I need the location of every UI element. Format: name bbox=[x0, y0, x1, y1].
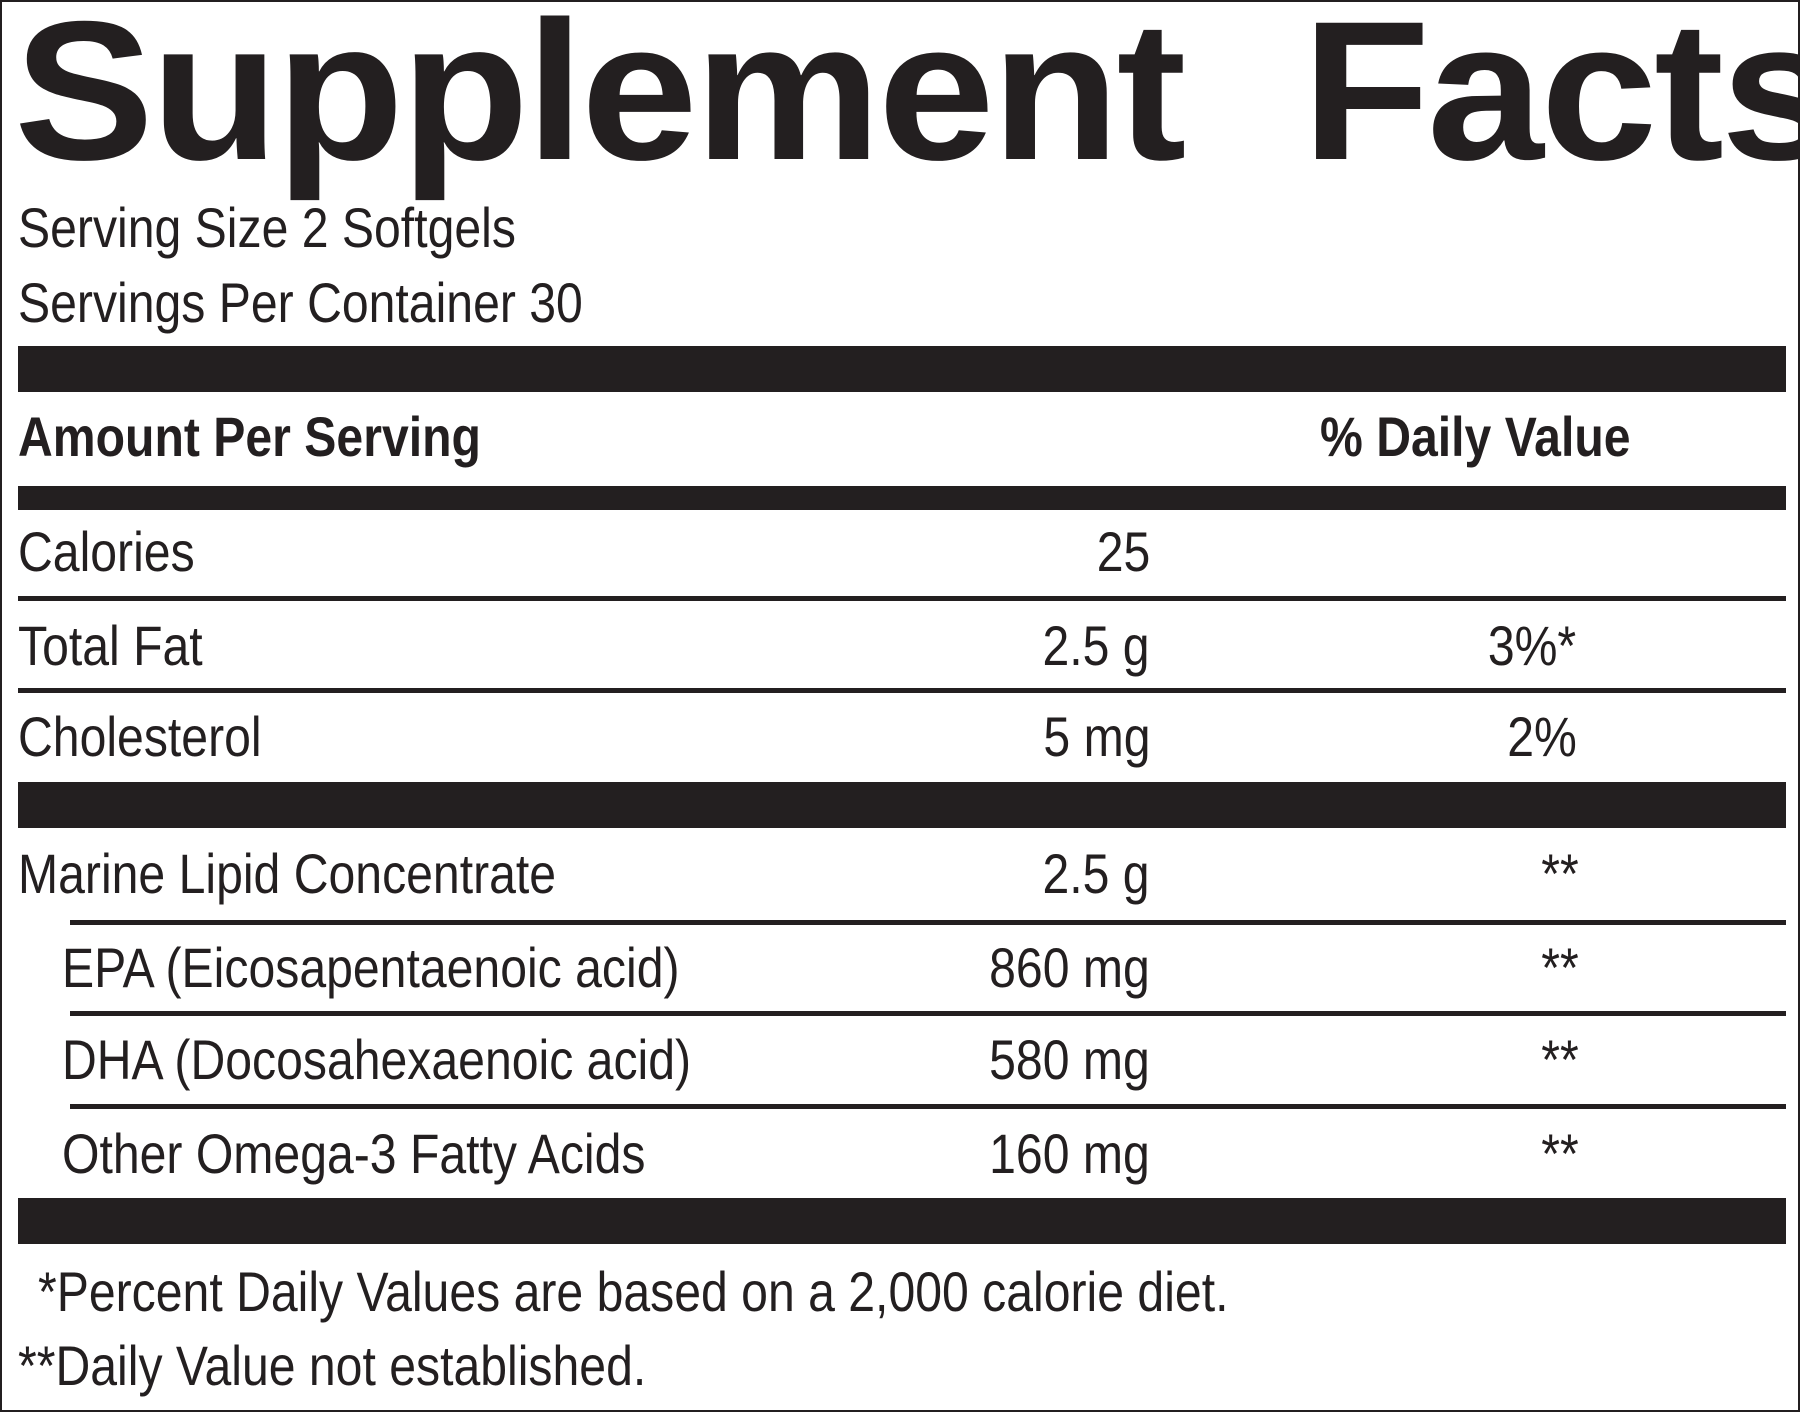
row-divider bbox=[70, 920, 1786, 925]
nutrient-amount: 25 bbox=[1096, 520, 1150, 583]
nutrient-daily-value: 3%* bbox=[1487, 614, 1577, 677]
nutrient-name: Calories bbox=[18, 520, 195, 583]
daily-value-header: % Daily Value bbox=[1320, 405, 1631, 468]
nutrient-amount: 5 mg bbox=[1042, 705, 1150, 768]
thick-divider-bottom bbox=[18, 1198, 1786, 1244]
amount-per-serving-header: Amount Per Serving bbox=[18, 405, 481, 468]
ingredient-amount: 580 mg bbox=[989, 1028, 1150, 1091]
thick-divider-middle bbox=[18, 782, 1786, 828]
ingredient-daily-value: ** bbox=[1541, 842, 1579, 905]
ingredient-daily-value: ** bbox=[1541, 936, 1579, 999]
ingredient-amount: 2.5 g bbox=[1042, 842, 1150, 905]
header-divider bbox=[18, 486, 1786, 510]
row-divider bbox=[70, 1011, 1786, 1016]
row-divider bbox=[70, 1104, 1786, 1109]
nutrient-daily-value: 2% bbox=[1507, 705, 1577, 768]
ingredient-name: DHA (Docosahexaenoic acid) bbox=[62, 1028, 692, 1091]
serving-size: Serving Size 2 Softgels bbox=[18, 196, 516, 259]
ingredient-name: Other Omega-3 Fatty Acids bbox=[62, 1122, 646, 1185]
ingredient-daily-value: ** bbox=[1541, 1028, 1579, 1091]
nutrient-name: Cholesterol bbox=[18, 705, 262, 768]
servings-per-container: Servings Per Container 30 bbox=[18, 271, 583, 334]
footnote-percent-daily-values: *Percent Daily Values are based on a 2,0… bbox=[38, 1260, 1229, 1323]
nutrient-name: Total Fat bbox=[18, 614, 203, 677]
nutrient-amount: 2.5 g bbox=[1042, 614, 1150, 677]
row-divider bbox=[18, 688, 1786, 693]
ingredient-name: EPA (Eicosapentaenoic acid) bbox=[62, 936, 680, 999]
ingredient-amount: 860 mg bbox=[989, 936, 1150, 999]
ingredient-daily-value: ** bbox=[1541, 1122, 1579, 1185]
ingredient-amount: 160 mg bbox=[989, 1122, 1150, 1185]
footnote-dv-not-established: **Daily Value not established. bbox=[18, 1334, 647, 1397]
thick-divider-top bbox=[18, 346, 1786, 392]
row-divider bbox=[18, 596, 1786, 601]
ingredient-name: Marine Lipid Concentrate bbox=[18, 842, 557, 905]
panel-title: Supplement Facts bbox=[14, 0, 1800, 201]
